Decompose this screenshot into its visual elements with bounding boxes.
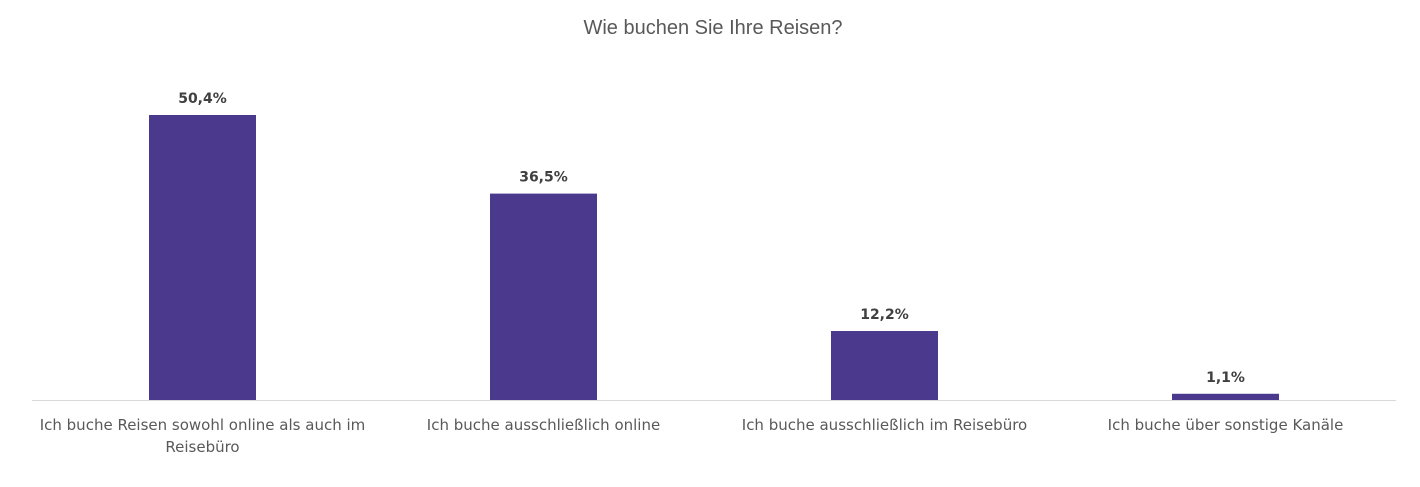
data-label-4: 1,1% (1206, 370, 1245, 386)
bar-1 (149, 115, 256, 400)
data-label-2: 36,5% (519, 170, 568, 186)
data-label-1: 50,4% (178, 91, 227, 107)
bar-2 (490, 193, 597, 400)
bar-4 (1172, 393, 1279, 400)
bar-3 (831, 331, 938, 400)
data-label-3: 12,2% (860, 307, 909, 323)
category-label-2: Ich buche ausschließlich online (427, 416, 660, 434)
category-label-1: Ich buche Reisen sowohl online als auch … (40, 416, 366, 456)
chart-title: Wie buchen Sie Ihre Reisen? (583, 17, 842, 39)
category-label-4: Ich buche über sonstige Kanäle (1108, 416, 1344, 434)
category-label-3: Ich buche ausschließlich im Reisebüro (742, 416, 1027, 434)
